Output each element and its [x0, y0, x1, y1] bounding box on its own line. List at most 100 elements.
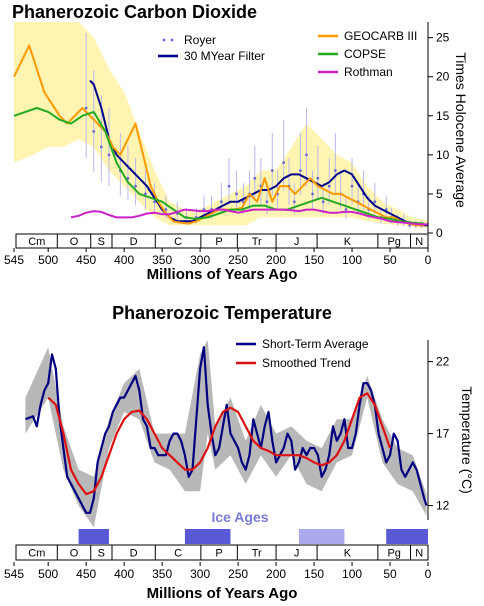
xtick-label: 450	[76, 253, 96, 267]
temperature-y-ticks: 12 17 22	[428, 355, 450, 513]
xtick-label: 150	[304, 253, 324, 267]
co2-royer-point	[316, 176, 320, 180]
period-label: O	[70, 548, 79, 560]
co2-royer-point	[373, 200, 377, 204]
co2-series-line-1	[89, 79, 428, 227]
co2-royer-point	[270, 169, 274, 172]
co2-royer-point	[292, 200, 296, 204]
co2-series-layer	[13, 32, 428, 229]
temperature-x-ticks: 545 500 450 400 350 300 250 200 150 100 50 0	[4, 562, 432, 581]
xtick-label: 500	[38, 253, 58, 267]
co2-series-line-4	[70, 208, 428, 226]
legend-entry: GEOCARB III	[344, 29, 417, 43]
xtick-label: 200	[266, 567, 286, 581]
co2-ytick-label: 10	[436, 148, 450, 162]
t-ytick-label: 17	[436, 427, 450, 441]
co2-royer-point	[305, 153, 308, 157]
temperature-x-axis-label: Millions of Years Ago	[147, 585, 298, 602]
uncertainty-band	[25, 340, 427, 528]
co2-royer-point	[253, 176, 257, 180]
period-label: S	[98, 236, 105, 248]
ice-ages-label: Ice Ages	[211, 509, 268, 525]
period-label: Pg	[387, 236, 400, 248]
co2-royer-point	[92, 130, 96, 133]
period-label: C	[174, 236, 182, 248]
legend-entry: Short-Term Average	[262, 337, 369, 351]
period-label: D	[130, 236, 138, 248]
uncertainty-band	[14, 22, 428, 229]
co2-royer-point	[107, 153, 111, 157]
period-label: O	[70, 236, 79, 248]
co2-period-bar: Cm O S D C P Tr J K Pg N	[15, 233, 429, 249]
period-label: P	[215, 236, 222, 248]
xtick-label: 100	[342, 253, 362, 267]
co2-royer-point	[126, 176, 130, 180]
co2-ytick-label: 0	[436, 226, 443, 240]
xtick-label: 400	[114, 253, 134, 267]
period-label: Tr	[252, 236, 262, 248]
ice-age-bars	[78, 529, 428, 544]
xtick-label: 0	[425, 253, 432, 267]
period-label: S	[98, 548, 105, 560]
period-label: J	[294, 548, 300, 560]
co2-y-axis-label: Times Holocene Average	[453, 52, 469, 208]
co2-royer-point	[219, 200, 223, 204]
period-label: Cm	[28, 236, 45, 248]
xtick-label: 350	[152, 253, 172, 267]
co2-chart: 0 5 10 15 20 25 Phanerozoic Carbon Dioxide Ti…	[4, 2, 469, 283]
legend-entry: 30 MYear Filter	[184, 49, 265, 63]
xtick-label: 0	[425, 567, 432, 581]
legend-entry: Royer	[184, 33, 216, 47]
xtick-label: 400	[114, 567, 134, 581]
co2-royer-point	[321, 200, 325, 204]
ice-age-bar	[184, 529, 231, 544]
co2-royer-point	[235, 192, 238, 196]
period-label: P	[215, 548, 222, 560]
xtick-label: 150	[304, 567, 324, 581]
xtick-label: 300	[190, 253, 210, 267]
t-series-line-0	[25, 346, 428, 514]
temperature-y-axis-label: Temperature (°C)	[459, 386, 475, 494]
xtick-label: 200	[266, 253, 286, 267]
xtick-label: 50	[383, 253, 397, 267]
temperature-period-bar: Cm O S D C P Tr J K Pg N	[15, 544, 429, 561]
xtick-label: 300	[190, 567, 210, 581]
period-label: N	[415, 236, 423, 248]
temperature-chart-title: Phanerozoic Temperature	[112, 303, 332, 323]
xtick-label: 250	[228, 253, 248, 267]
xtick-label: 500	[38, 567, 58, 581]
legend-marker-royer	[170, 38, 174, 42]
co2-legend: Royer 30 MYear Filter GEOCARB III COPSE Roth…	[158, 28, 417, 86]
temperature-chart: 12 17 22 Phanerozoic Temperature Temperatu…	[4, 303, 475, 602]
xtick-label: 350	[152, 567, 172, 581]
period-label: N	[415, 548, 423, 560]
period-label: K	[344, 548, 352, 560]
t-ytick-label: 12	[436, 499, 450, 513]
co2-royer-point	[282, 161, 286, 165]
temperature-uncertainty-band	[25, 340, 427, 528]
co2-royer-point	[265, 200, 269, 204]
legend-entry: Smoothed Trend	[262, 356, 351, 370]
co2-ytick-label: 25	[436, 31, 450, 45]
period-label: K	[344, 236, 352, 248]
co2-uncertainty-band	[14, 22, 428, 229]
co2-royer-point	[298, 169, 302, 172]
legend-marker-royer	[162, 38, 166, 42]
t-series-line-1	[47, 392, 392, 496]
co2-royer-point	[327, 184, 331, 188]
co2-x-axis-label: Millions of Years Ago	[147, 266, 298, 283]
period-label: Tr	[252, 548, 262, 560]
xtick-label: 50	[383, 567, 397, 581]
co2-royer-point	[333, 169, 337, 172]
co2-series-line-3	[13, 107, 425, 225]
xtick-label: 100	[342, 567, 362, 581]
co2-ytick-label: 5	[436, 187, 443, 201]
co2-chart-title: Phanerozoic Carbon Dioxide	[12, 2, 257, 22]
co2-y-ticks: 0 5 10 15 20 25	[428, 31, 450, 240]
co2-royer-point	[99, 145, 103, 149]
ice-age-bar	[298, 529, 345, 544]
co2-x-ticks: 545 500 450 400 350 300 250 200 150 100 50 0	[4, 248, 432, 267]
period-label: Cm	[28, 548, 45, 560]
period-label: Pg	[387, 548, 400, 560]
